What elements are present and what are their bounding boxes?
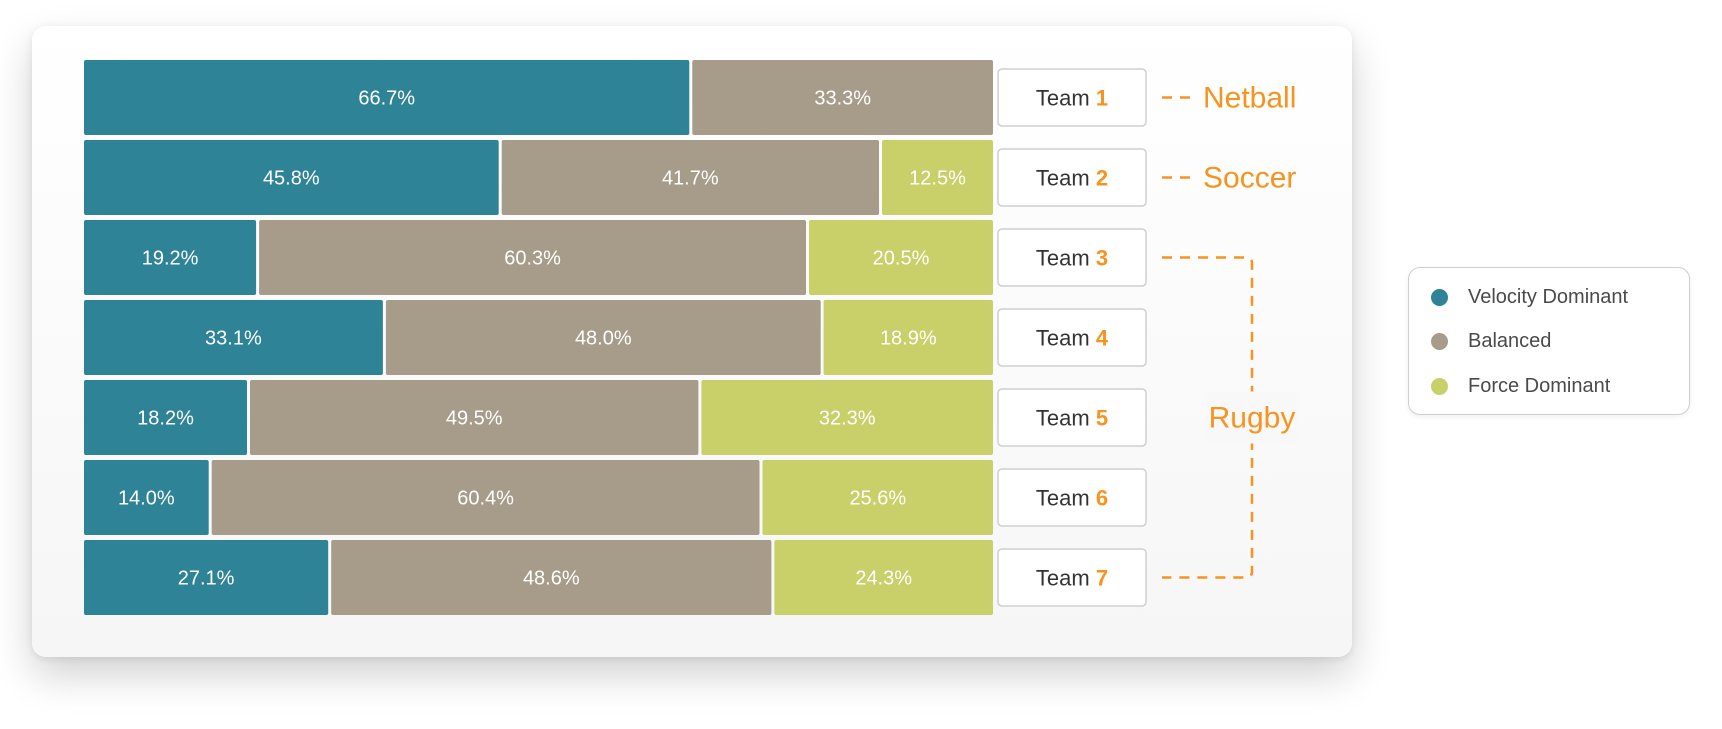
bar-segment [84,60,690,135]
bar-value-label: 24.3% [855,568,912,590]
bar-segment [84,220,257,295]
bar-segment [84,380,247,455]
bar-segment [701,380,993,455]
bar-segment [84,140,499,215]
bar-segment [331,540,772,615]
group-label: Soccer [1203,162,1296,195]
bar-segment [501,140,879,215]
team-label-prefix: Team [1036,326,1096,351]
bar-value-label: 49.5% [446,408,503,430]
bar-value-label: 14.0% [118,488,175,510]
bar-value-label: 18.2% [137,408,194,430]
bar-value-label: 25.6% [849,488,906,510]
team-label-prefix: Team [1036,406,1096,431]
bar-segment [882,140,993,215]
group-label: Rugby [1209,402,1296,435]
bar-value-label: 45.8% [263,168,320,190]
bar-value-label: 20.5% [873,248,930,270]
team-label: Team 3 [1036,246,1108,271]
team-label-prefix: Team [1036,166,1096,191]
bar-value-label: 19.2% [142,248,199,270]
team-label: Team 5 [1036,406,1108,431]
bar-value-label: 27.1% [178,568,235,590]
bar-value-label: 60.4% [457,488,514,510]
bar-segment [385,300,821,375]
bar-value-label: 66.7% [358,88,415,110]
bar-segment [250,380,699,455]
team-label-number: 3 [1096,246,1108,271]
legend-item-balanced: Balanced [1431,326,1551,356]
bar-value-label: 12.5% [909,168,966,190]
legend-label-force: Force Dominant [1468,374,1611,397]
bar-segment [84,300,383,375]
team-label-number: 1 [1096,86,1108,111]
bar-segment [774,540,993,615]
team-label-prefix: Team [1036,246,1096,271]
team-label: Team 1 [1036,86,1108,111]
team-label-box [997,228,1147,287]
legend: Velocity Dominant Balanced Force Dominan… [1408,267,1690,415]
bar-value-label: 48.0% [575,328,632,350]
team-label-box [997,148,1147,207]
bar-value-label: 48.6% [523,568,580,590]
bar-value-label: 32.3% [819,408,876,430]
team-label-box [997,308,1147,367]
team-label-number: 4 [1096,326,1109,351]
team-label-box [997,68,1147,127]
team-label-number: 7 [1096,566,1108,591]
bar-segment [84,460,209,535]
bar-segment [823,300,993,375]
team-label-number: 2 [1096,166,1108,191]
legend-swatch-force [1431,377,1448,395]
team-label: Team 7 [1036,566,1108,591]
bar-segment [259,220,807,295]
bar-segment [211,460,760,535]
group-label-backdrop [1207,391,1297,444]
bar-value-label: 41.7% [662,168,719,190]
team-label-number: 6 [1096,486,1108,511]
legend-label-balanced: Balanced [1468,329,1552,352]
team-label: Team 6 [1036,486,1108,511]
bar-segment [692,60,993,135]
bar-value-label: 33.3% [814,88,871,110]
bar-value-label: 33.1% [205,328,262,350]
team-label-prefix: Team [1036,486,1096,511]
team-label-number: 5 [1096,406,1108,431]
legend-swatch-velocity [1431,288,1448,306]
team-label: Team 2 [1036,166,1108,191]
team-label: Team 4 [1036,326,1109,351]
team-label-box [997,388,1147,447]
bar-segment [84,540,329,615]
legend-item-velocity: Velocity Dominant [1431,282,1628,312]
legend-item-force: Force Dominant [1431,371,1610,401]
team-label-box [997,468,1147,527]
bar-segment [809,220,993,295]
legend-swatch-balanced [1431,332,1448,350]
group-label: Netball [1203,82,1296,115]
bar-value-label: 60.3% [504,248,561,270]
team-label-prefix: Team [1036,566,1096,591]
team-label-box [997,548,1147,607]
team-label-prefix: Team [1036,86,1096,111]
bar-segment [762,460,993,535]
bar-value-label: 18.9% [880,328,937,350]
legend-label-velocity: Velocity Dominant [1468,285,1629,308]
